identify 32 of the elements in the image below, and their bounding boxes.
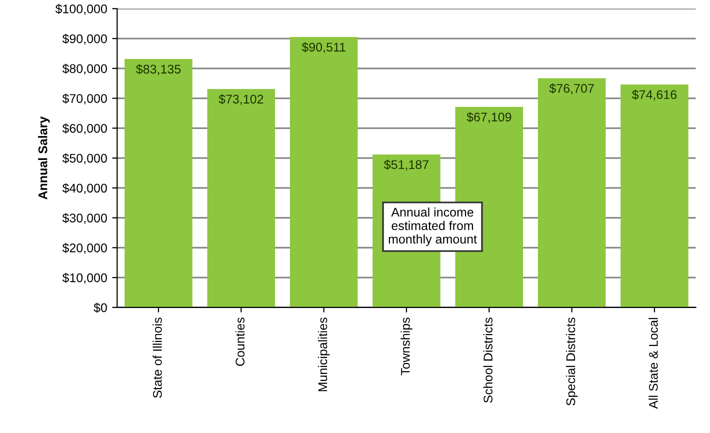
x-tick-label: Special Districts	[566, 318, 578, 406]
y-tick-label: $100,000	[55, 4, 107, 15]
bar	[620, 84, 688, 308]
y-tick-label: $50,000	[62, 153, 107, 164]
y-tick-label: $30,000	[62, 213, 107, 224]
x-tick-label: Townships	[400, 318, 412, 376]
x-tick-label: State of Illinois	[152, 318, 162, 398]
data-label: $90,511	[302, 42, 346, 54]
y-tick-label: $80,000	[62, 64, 107, 75]
bar	[124, 59, 192, 308]
x-tick-label: School Districts	[483, 318, 492, 403]
data-label: $76,707	[549, 83, 594, 94]
bar	[290, 37, 358, 308]
annotation: Annual income estimated from monthly amount	[388, 207, 477, 246]
data-label: $51,187	[384, 160, 428, 171]
bar	[538, 78, 606, 308]
y-axis-title: Annual Salary	[38, 116, 50, 200]
x-tick-label: All State & Local	[648, 318, 658, 409]
x-tick-label: Municipalities	[318, 318, 330, 392]
data-label: $74,616	[632, 90, 677, 101]
y-tick-label: $90,000	[62, 34, 107, 45]
data-label: $83,135	[136, 64, 181, 76]
y-tick-label: $40,000	[62, 183, 107, 194]
x-tick-label: Counties	[235, 318, 244, 366]
y-tick-label: $70,000	[62, 94, 107, 104]
y-tick-label: $20,000	[62, 242, 107, 254]
y-tick-label: $60,000	[62, 123, 107, 134]
bar	[207, 89, 276, 308]
y-tick-label: $10,000	[62, 272, 107, 284]
data-label: $67,109	[466, 112, 512, 123]
data-label: $73,102	[218, 94, 264, 106]
y-tick-label: $0	[94, 302, 107, 313]
